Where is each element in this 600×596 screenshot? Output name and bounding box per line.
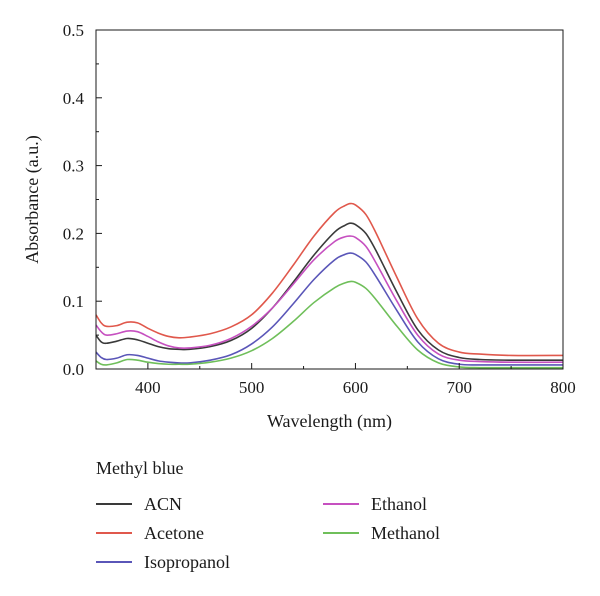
legend-item-acn: ACN bbox=[96, 493, 182, 515]
legend-item-ethanol: Ethanol bbox=[323, 493, 427, 515]
y-axis-title: Absorbance (a.u.) bbox=[22, 135, 43, 263]
series-line-ethanol bbox=[95, 235, 564, 364]
absorbance-chart: 400 500 600 700 800 0.0 0.1 0.2 0.3 0.4 0.5 Wavele… bbox=[22, 21, 576, 432]
x-tick-label: 500 bbox=[239, 378, 265, 397]
series-line-acetone bbox=[95, 202, 564, 357]
y-tick-label: 0.2 bbox=[63, 224, 84, 243]
legend-item-isopropanol: Isopropanol bbox=[96, 551, 230, 573]
y-tick-label: 0.3 bbox=[63, 157, 84, 176]
axis-ticks: 400 500 600 700 800 0.0 0.1 0.2 0.3 0.4 0.5 bbox=[63, 21, 576, 397]
legend-swatch-acn bbox=[96, 503, 132, 505]
legend-label-methanol: Methanol bbox=[371, 523, 440, 543]
legend-label-isopropanol: Isopropanol bbox=[144, 552, 230, 572]
legend-swatch-isopropanol bbox=[96, 561, 132, 563]
x-axis-title: Wavelength (nm) bbox=[267, 411, 392, 432]
plot-series-group bbox=[95, 202, 564, 369]
y-tick-label: 0.1 bbox=[63, 292, 84, 311]
legend-swatch-ethanol bbox=[323, 503, 359, 505]
series-line-isopropanol bbox=[95, 252, 563, 366]
legend-swatch-methanol bbox=[323, 532, 359, 534]
legend: Methyl blue ACN Acetone Isopropanol Etha… bbox=[96, 457, 556, 587]
plot-frame bbox=[95, 29, 564, 370]
y-tick-label: 0.4 bbox=[63, 89, 85, 108]
legend-item-methanol: Methanol bbox=[323, 522, 440, 544]
legend-label-acn: ACN bbox=[144, 494, 183, 514]
series-line-methanol bbox=[95, 280, 563, 369]
legend-item-acetone: Acetone bbox=[96, 522, 204, 544]
legend-swatch-acetone bbox=[96, 532, 132, 534]
legend-label-ethanol: Ethanol bbox=[371, 494, 427, 514]
legend-title: Methyl blue bbox=[96, 458, 184, 478]
x-tick-label: 700 bbox=[446, 378, 472, 397]
x-tick-label: 400 bbox=[135, 378, 161, 397]
legend-label-acetone: Acetone bbox=[144, 523, 204, 543]
y-tick-label: 0.5 bbox=[63, 21, 84, 40]
x-tick-label: 800 bbox=[550, 378, 576, 397]
y-tick-label: 0.0 bbox=[63, 360, 84, 379]
x-tick-label: 600 bbox=[343, 378, 369, 397]
